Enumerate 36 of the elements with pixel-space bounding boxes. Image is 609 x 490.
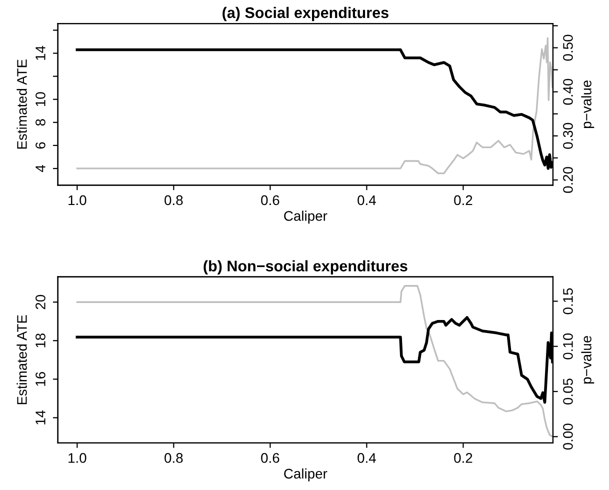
y2-tick-label: 0.50 — [563, 34, 573, 61]
y-tick-label: 16 — [36, 372, 46, 386]
y2-axis-title: p−value — [581, 80, 594, 128]
y2-tick-label: 0.15 — [563, 288, 573, 314]
y2-tick-label: 0.05 — [563, 378, 573, 404]
x-axis-title: Caliper — [284, 210, 328, 224]
y2-tick-label: 0.00 — [563, 424, 573, 450]
y-tick-label: 20 — [36, 294, 46, 310]
chart-title: (b) Non−social expenditures — [204, 260, 408, 274]
x-tick-label: 0.8 — [164, 453, 183, 463]
y-tick-label: 10 — [36, 92, 46, 106]
y2-tick-label: 0.10 — [563, 333, 573, 360]
x-tick-label: 1.0 — [68, 195, 86, 206]
y-tick-label: 8 — [36, 119, 46, 126]
x-tick-label: 1.0 — [68, 453, 86, 463]
x-tick-label: 0.4 — [358, 453, 376, 463]
line-series — [76, 285, 553, 438]
y2-tick-label: 0.40 — [563, 78, 573, 105]
x-tick-label: 0.4 — [358, 195, 376, 206]
y-tick-label: 14 — [36, 46, 46, 60]
x-tick-label: 0.2 — [454, 195, 472, 206]
x-tick-label: 0.6 — [261, 453, 280, 463]
y2-axis-title: p−value — [581, 336, 594, 384]
y2-tick-label: 0.30 — [563, 122, 573, 149]
chart-title: (a) Social expenditures — [222, 6, 388, 22]
y-tick-label: 4 — [36, 165, 46, 172]
y2-tick-label: 0.20 — [563, 166, 573, 193]
y-tick-label: 14 — [36, 410, 46, 424]
x-tick-label: 0.2 — [454, 453, 472, 463]
y-axis-title: Estimated ATE — [16, 60, 27, 149]
y-tick-label: 6 — [36, 142, 46, 149]
x-tick-label: 0.8 — [164, 195, 183, 206]
y-tick-label: 18 — [36, 334, 46, 348]
y-axis-title: Estimated ATE — [16, 315, 27, 404]
x-axis-title: Caliper — [284, 468, 328, 482]
x-tick-label: 0.6 — [261, 195, 280, 206]
